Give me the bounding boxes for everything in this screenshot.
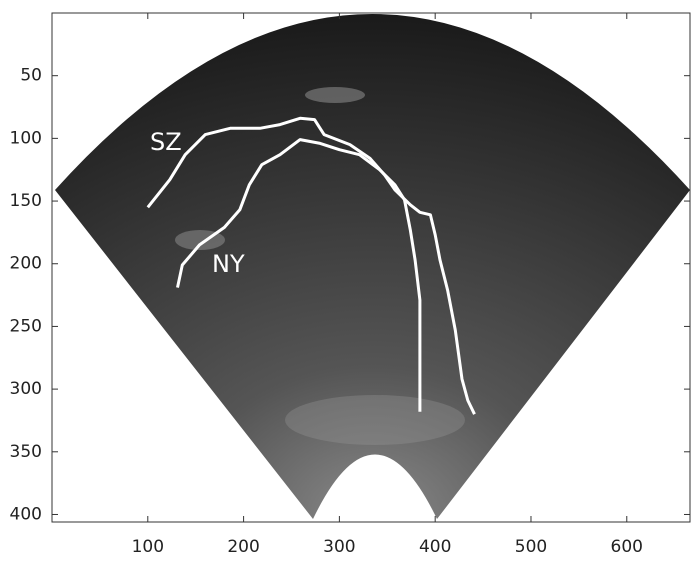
echo: [305, 87, 365, 103]
y-tick-label: 300: [10, 379, 42, 399]
x-tick-label: 200: [227, 537, 259, 557]
y-tick-label: 400: [10, 504, 42, 524]
x-tick-label: 600: [611, 537, 643, 557]
y-tick-label: 100: [10, 128, 42, 148]
series-label: SZ: [150, 128, 182, 156]
chart: 100 200 300 400 500 600 50 100 150 200 250 300 350 40…: [0, 0, 693, 559]
echo: [285, 395, 465, 445]
y-tick-label: 200: [10, 254, 42, 274]
x-tick-label: 500: [515, 537, 547, 557]
y-tick-label: 150: [10, 191, 42, 211]
y-tick-label: 250: [10, 316, 42, 336]
x-tick-label: 100: [132, 537, 164, 557]
series-label: NY: [212, 250, 245, 278]
ultrasound-image: [55, 14, 690, 519]
y-tick-label: 50: [20, 66, 42, 86]
y-tick-label: 350: [10, 442, 42, 462]
x-tick-label: 300: [323, 537, 355, 557]
x-tick-label: 400: [419, 537, 451, 557]
